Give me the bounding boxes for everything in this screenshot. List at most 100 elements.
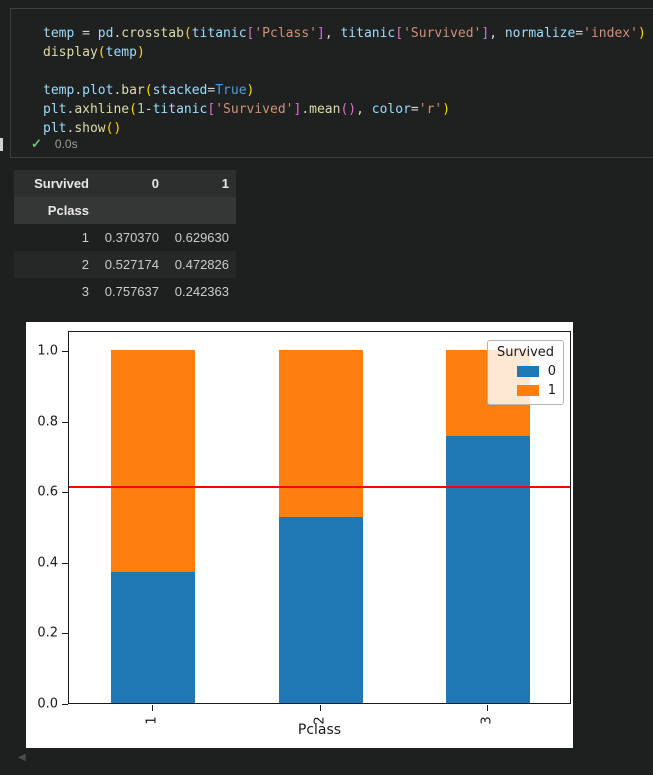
code-line[interactable]: plt.axhline(1-titanic['Survived'].mean()…	[43, 100, 653, 119]
code-token: normalize	[504, 26, 576, 41]
code-token: crosstab	[121, 26, 184, 41]
code-token: ]	[316, 26, 325, 41]
code-token: pd	[97, 26, 114, 41]
matplotlib-figure: Pclass Survived 0 1 0.0 0.2 0.4 0.6 0.8 1.0 1 2…	[26, 322, 573, 748]
legend-entry: 0	[495, 364, 556, 379]
row-index-cell: 3	[81, 284, 89, 299]
y-tick-label: 0.6	[37, 484, 58, 500]
code-line[interactable]	[43, 62, 653, 81]
y-tick-mark	[62, 704, 68, 705]
code-token: .	[66, 121, 75, 136]
code-token: plot	[82, 83, 114, 98]
code-token: color	[371, 102, 411, 117]
code-token: .	[301, 102, 310, 117]
code-token: plt	[43, 102, 67, 117]
x-tick-label: 2	[312, 716, 327, 725]
dataframe-table: Survived 0 1 Pclass 1 0.370370 0.629630 2 0.…	[14, 170, 236, 305]
legend-swatch-icon	[516, 366, 539, 377]
bar-segment	[446, 435, 531, 703]
code-token: titanic	[340, 26, 396, 41]
table-columns-header-row: Survived 0 1	[14, 170, 236, 197]
code-token: -	[144, 102, 153, 117]
code-token: temp	[43, 26, 75, 41]
code-token: =	[207, 83, 216, 98]
code-token: display	[43, 45, 98, 60]
code-lines[interactable]: temp = pd.crosstab(titanic['Pclass'], ti…	[11, 9, 653, 138]
x-axis-label: Pclass	[297, 722, 342, 738]
code-token: 'r'	[418, 102, 443, 117]
columns-name-cell: Survived	[14, 170, 96, 197]
code-token: )	[246, 83, 255, 98]
value-cell: 0.629630	[174, 230, 229, 245]
index-name-cell: Pclass	[14, 197, 96, 224]
y-tick-label: 0.8	[37, 414, 58, 430]
x-tick-mark	[487, 705, 489, 711]
code-token: 'Survived'	[403, 26, 482, 41]
code-token: (	[144, 83, 153, 98]
code-token: titanic	[191, 26, 247, 41]
code-token: .	[74, 83, 83, 98]
code-token: ,	[356, 102, 372, 117]
table-body: 1 0.370370 0.629630 2 0.527174 0.472826 3 0.757…	[14, 224, 236, 305]
code-token: .	[113, 83, 122, 98]
cell-gutter-indicator	[0, 138, 3, 151]
code-token: [	[395, 26, 404, 41]
legend-entry: 1	[495, 383, 556, 398]
scroll-left-arrow-icon[interactable]: ◀	[18, 752, 26, 763]
code-token: titanic	[152, 102, 208, 117]
y-tick-label: 1.0	[37, 343, 58, 359]
code-cell[interactable]: temp = pd.crosstab(titanic['Pclass'], ti…	[10, 8, 653, 158]
code-token: show	[74, 121, 106, 136]
x-tick-label: 3	[479, 716, 495, 725]
code-token: )	[348, 102, 357, 117]
x-tick-mark	[151, 705, 153, 711]
table-row: 1 0.370370 0.629630	[14, 224, 236, 251]
value-cell: 0.370370	[104, 230, 159, 245]
code-line[interactable]: display(temp)	[43, 43, 653, 62]
code-token: =	[575, 26, 584, 41]
code-token: )	[442, 102, 451, 117]
code-line[interactable]: plt.show()	[43, 119, 653, 138]
legend-entry-label: 0	[547, 364, 556, 379]
value-cell: 0.757637	[104, 284, 159, 299]
x-tick-mark	[319, 705, 321, 711]
legend-entry-label: 1	[547, 383, 556, 398]
code-token: ]	[293, 102, 302, 117]
code-line[interactable]: temp = pd.crosstab(titanic['Pclass'], ti…	[43, 24, 653, 43]
code-token: 'Pclass'	[254, 26, 317, 41]
row-index-cell: 1	[81, 230, 89, 245]
bar-segment	[110, 572, 195, 703]
code-token: temp	[105, 45, 137, 60]
code-token: (	[97, 45, 106, 60]
col-header-cell: 0	[96, 170, 166, 197]
table-row: 2 0.527174 0.472826	[14, 251, 236, 278]
col-header-cell: 1	[166, 170, 236, 197]
code-token: 'index'	[583, 26, 638, 41]
x-tick-label: 1	[144, 716, 160, 725]
legend-swatch-icon	[516, 385, 539, 396]
code-token: .	[66, 102, 75, 117]
code-token: mean	[309, 102, 341, 117]
code-token: ,	[324, 26, 341, 41]
plot-area	[68, 331, 571, 704]
code-token: (	[340, 102, 349, 117]
mean-line	[69, 486, 570, 489]
cell-status-bar: ✓ 0.0s	[31, 136, 78, 152]
y-tick-label: 0.2	[37, 625, 58, 641]
row-index-cell: 2	[81, 257, 89, 272]
code-token: ,	[489, 26, 505, 41]
y-tick-mark	[62, 492, 68, 494]
y-tick-label: 0.4	[37, 555, 58, 571]
y-tick-mark	[62, 562, 68, 564]
bar-segment	[278, 516, 363, 703]
table-index-name-row: Pclass	[14, 197, 236, 224]
code-token: 1	[136, 102, 145, 117]
code-token: True	[215, 83, 247, 98]
bar-segment	[110, 350, 195, 573]
code-line[interactable]: temp.plot.bar(stacked=True)	[43, 81, 653, 100]
code-token: )	[113, 121, 122, 136]
code-token: =	[410, 102, 419, 117]
value-cell: 0.527174	[104, 257, 159, 272]
code-token: [	[207, 102, 216, 117]
